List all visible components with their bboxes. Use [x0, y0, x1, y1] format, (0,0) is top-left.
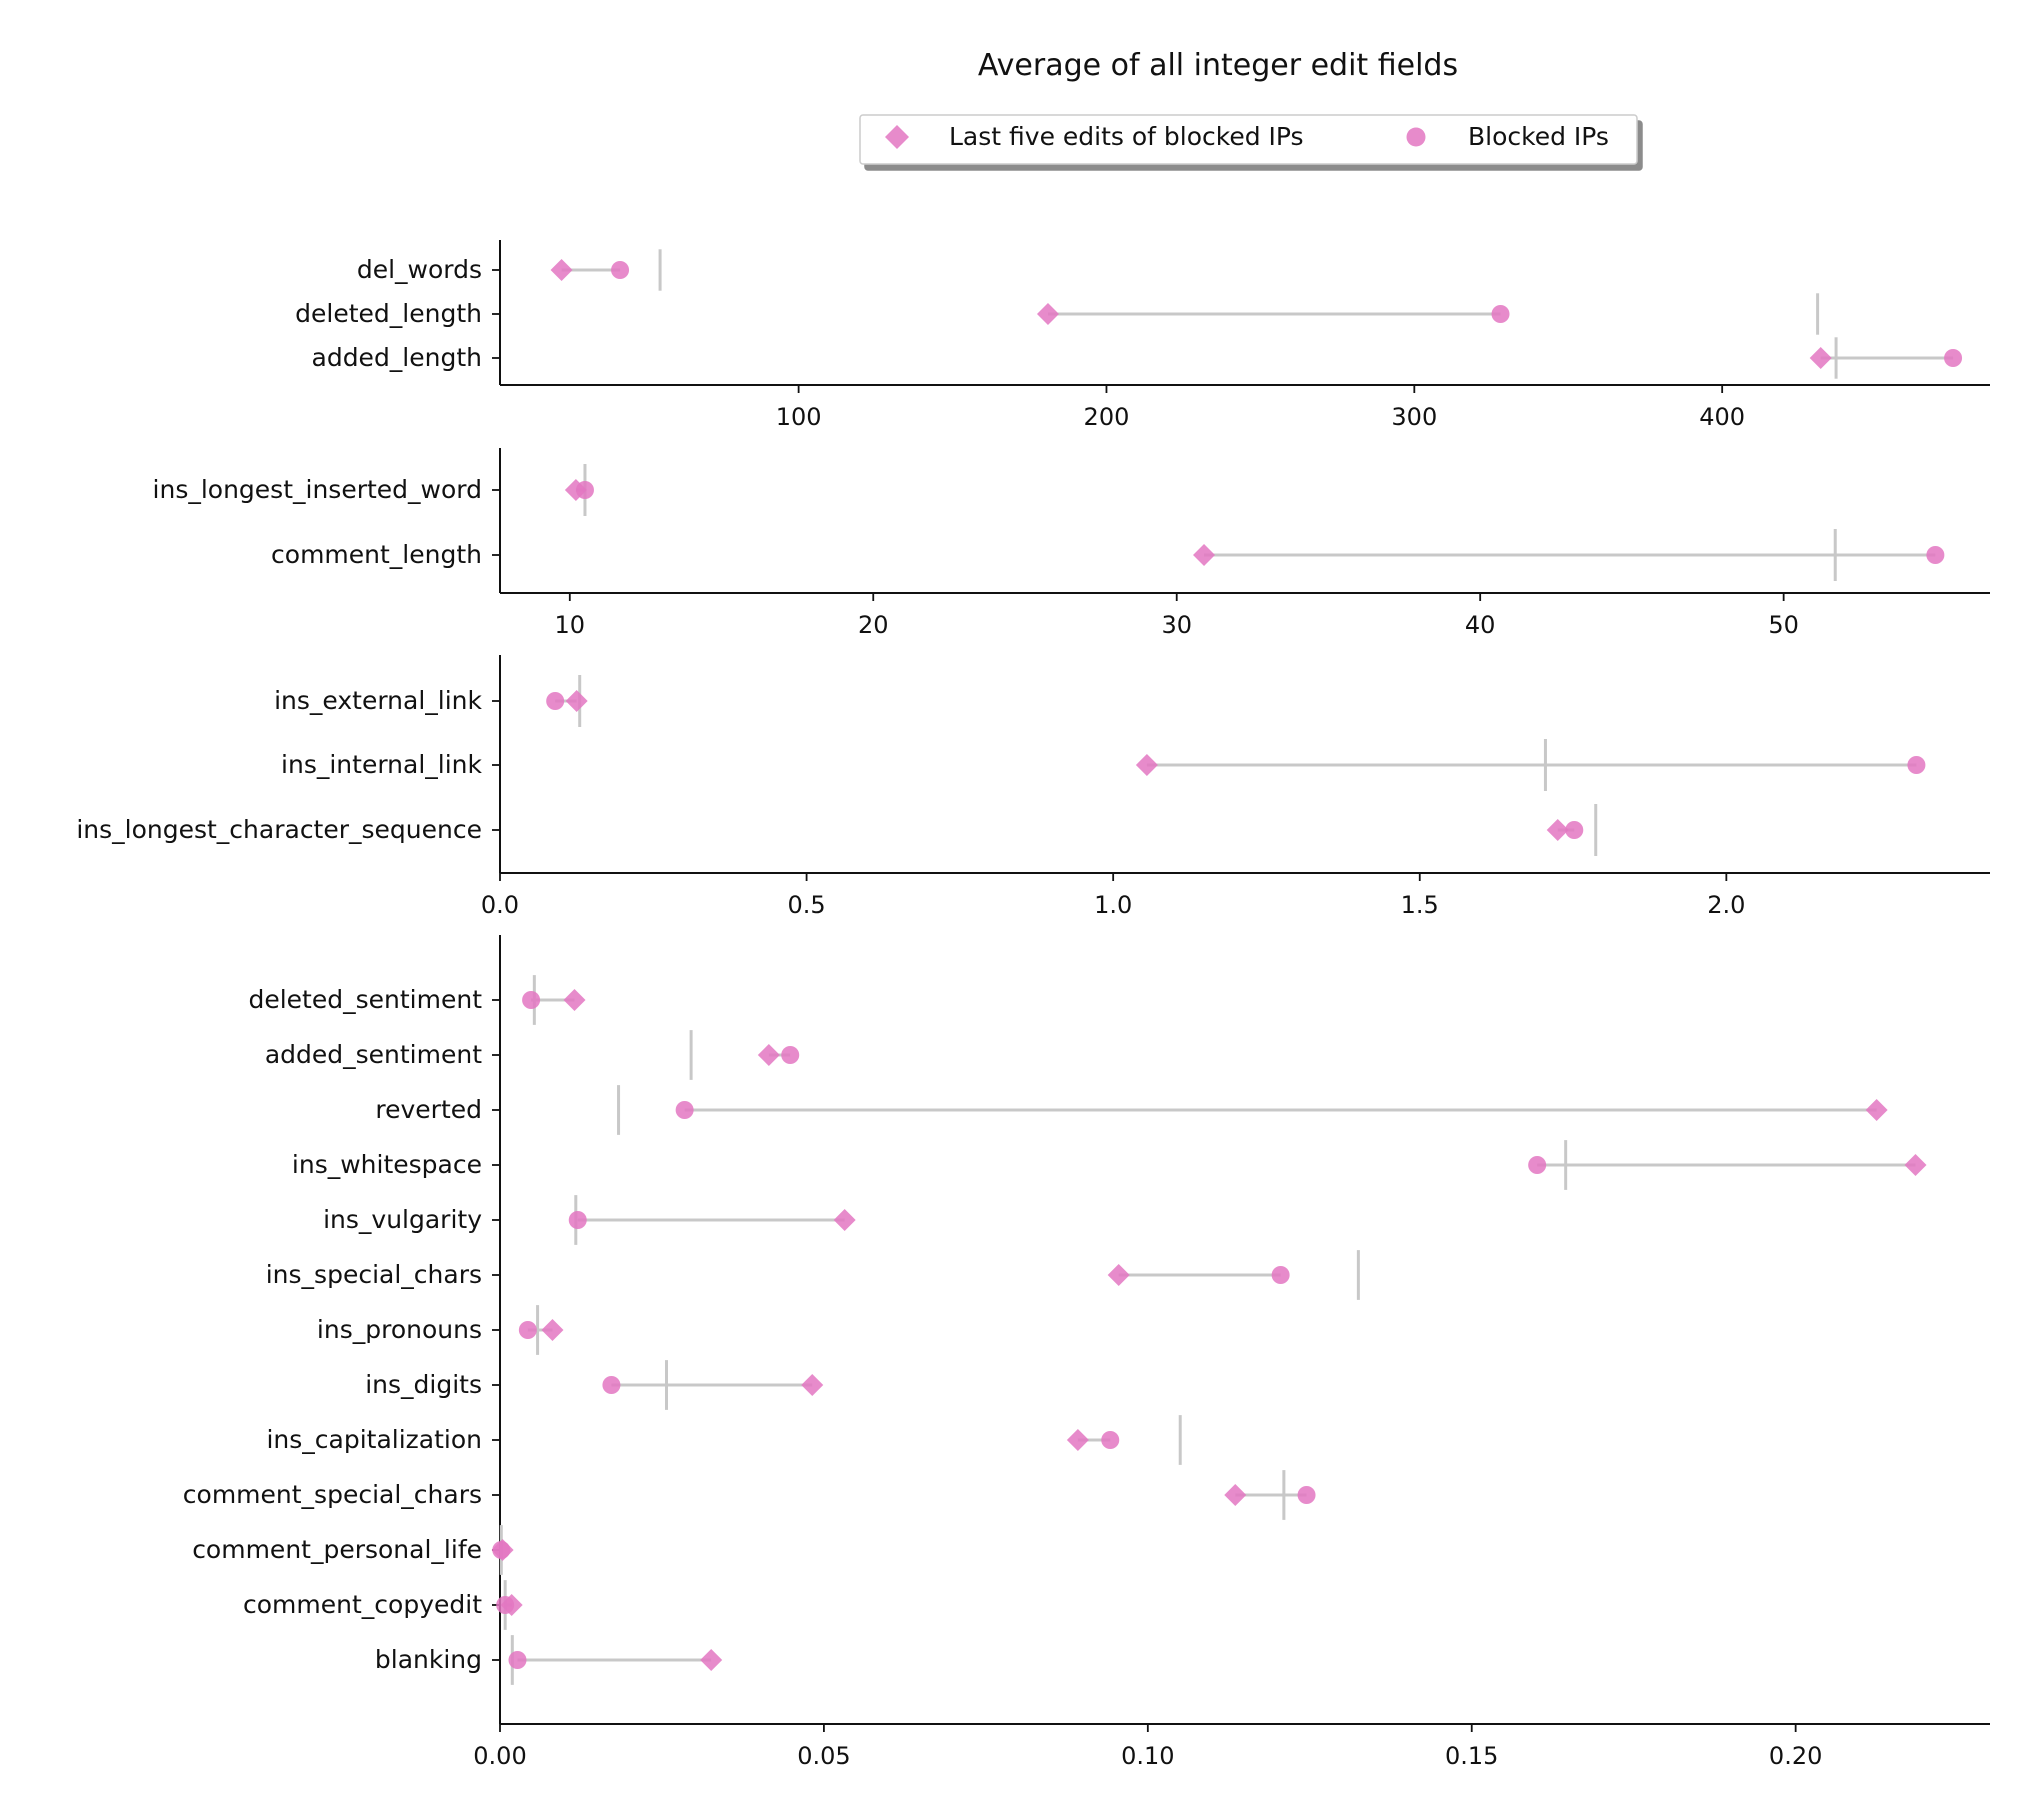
category-label-blanking: blanking [375, 1645, 482, 1674]
last-five-edits-point [833, 1209, 856, 1231]
legend-label-last-five-edits: Last five edits of blocked IPs [949, 122, 1304, 151]
category-label-ins-internal-link: ins_internal_link [281, 750, 482, 779]
legend-diamond-marker [885, 125, 909, 149]
last-five-edits-point [1865, 1099, 1888, 1121]
x-tick-label: 50 [1768, 611, 1799, 639]
blocked-ips-point [1297, 1486, 1316, 1504]
blocked-ips-point [508, 1651, 527, 1669]
last-five-edits-point [1904, 1154, 1927, 1176]
blocked-ips-point [1907, 756, 1926, 774]
blocked-ips-point [1565, 821, 1584, 839]
x-tick-label: 300 [1391, 403, 1437, 431]
blocked-ips-point [1491, 305, 1510, 323]
x-tick-label: 0.00 [473, 1742, 526, 1770]
panels: 100 200 300 400 del_words deleted_lengthadded… [76, 240, 1990, 1770]
legend-circle-marker [1406, 127, 1426, 147]
category-label-ins-vulgarity: ins_vulgarity [323, 1205, 482, 1234]
blocked-ips-point [1271, 1266, 1290, 1284]
blocked-ips-point [1101, 1431, 1120, 1449]
x-tick-label: 400 [1699, 403, 1745, 431]
last-five-edits-point [1135, 754, 1158, 776]
category-label-comment-personal-life: comment_personal_life [192, 1535, 482, 1564]
category-label-added-length: added_length [312, 343, 483, 372]
blocked-ips-point [781, 1046, 800, 1064]
last-five-edits-point [491, 1539, 514, 1561]
last-five-edits-point [550, 259, 573, 281]
category-label-ins-longest-inserted-word: ins_longest_inserted_word [153, 475, 482, 504]
category-label-comment-length: comment_length [271, 540, 482, 569]
x-tick-label: 100 [776, 403, 822, 431]
x-tick-label: 10 [555, 611, 586, 639]
last-five-edits-point [564, 479, 587, 501]
last-five-edits-point [1224, 1484, 1247, 1506]
x-tick-label: 20 [858, 611, 889, 639]
x-tick-label: 0.05 [797, 1742, 850, 1770]
category-label-ins-capitalization: ins_capitalization [266, 1425, 482, 1454]
legend: Last five edits of blocked IPs Blocked I… [859, 114, 1638, 165]
category-label-ins-special-chars: ins_special_chars [266, 1260, 482, 1289]
x-tick-label: 2.0 [1707, 891, 1745, 919]
blocked-ips-point [611, 261, 630, 279]
x-tick-label: 0.5 [787, 891, 825, 919]
category-label-deleted-length: deleted_length [295, 299, 482, 328]
last-five-edits-point [541, 1319, 564, 1341]
x-tick-label: 0.15 [1445, 1742, 1498, 1770]
last-five-edits-point [757, 1044, 780, 1066]
blocked-ips-point [1528, 1156, 1547, 1174]
category-label-ins-external-link: ins_external_link [274, 686, 482, 715]
blocked-ips-point [546, 692, 565, 710]
x-tick-label: 1.5 [1401, 891, 1439, 919]
blocked-ips-point [568, 1211, 587, 1229]
blocked-ips-point [522, 991, 541, 1009]
category-label-ins-pronouns: ins_pronouns [317, 1315, 482, 1344]
category-label-comment-special-chars: comment_special_chars [183, 1480, 482, 1509]
panel-2: 10 20 30 40 50 ins_longest_inserted_wordcomme… [153, 448, 1990, 639]
last-five-edits-point [1809, 347, 1832, 369]
legend-label-blocked-ips: Blocked IPs [1468, 122, 1609, 151]
panel-1: 100 200 300 400 del_words deleted_lengthadded… [295, 240, 1990, 431]
category-label-comment-copyedit: comment_copyedit [243, 1590, 482, 1619]
category-label-ins-digits: ins_digits [365, 1370, 482, 1399]
x-tick-label: 200 [1084, 403, 1130, 431]
legend-box [859, 114, 1638, 165]
chart-title: Average of all integer edit fields [978, 48, 1458, 83]
last-five-edits-point [1546, 819, 1569, 841]
panel-4: 0.00 0.05 0.10 0.15 0.20 deleted_sentimentadd… [183, 935, 1990, 1770]
blocked-ips-point [675, 1101, 694, 1119]
category-label-reverted: reverted [375, 1095, 482, 1124]
x-tick-label: 0.10 [1121, 1742, 1174, 1770]
x-tick-label: 30 [1161, 611, 1192, 639]
last-five-edits-point [1107, 1264, 1130, 1286]
x-tick-label: 40 [1465, 611, 1496, 639]
last-five-edits-point [563, 989, 586, 1011]
last-five-edits-point [801, 1374, 824, 1396]
blocked-ips-point [1944, 349, 1963, 367]
category-label-ins-longest-character-sequence: ins_longest_character_sequence [76, 815, 482, 844]
blocked-ips-point [1926, 546, 1945, 564]
panel-3: 0.0 0.5 1.0 1.5 2.0 ins_external_link ins_inte… [76, 655, 1990, 919]
category-label-deleted-sentiment: deleted_sentiment [248, 985, 482, 1014]
category-label-del-words: del_words [357, 255, 482, 284]
blocked-ips-point [518, 1321, 537, 1339]
category-label-added-sentiment: added_sentiment [265, 1040, 482, 1069]
category-label-ins-whitespace: ins_whitespace [292, 1150, 482, 1179]
x-tick-label: 0.20 [1769, 1742, 1822, 1770]
last-five-edits-point [500, 1594, 523, 1616]
last-five-edits-point [565, 690, 588, 712]
x-tick-label: 1.0 [1094, 891, 1132, 919]
last-five-edits-point [1036, 303, 1059, 325]
last-five-edits-point [1066, 1429, 1089, 1451]
last-five-edits-point [700, 1649, 723, 1671]
x-tick-label: 0.0 [481, 891, 519, 919]
blocked-ips-point [602, 1376, 621, 1394]
last-five-edits-point [1193, 544, 1216, 566]
